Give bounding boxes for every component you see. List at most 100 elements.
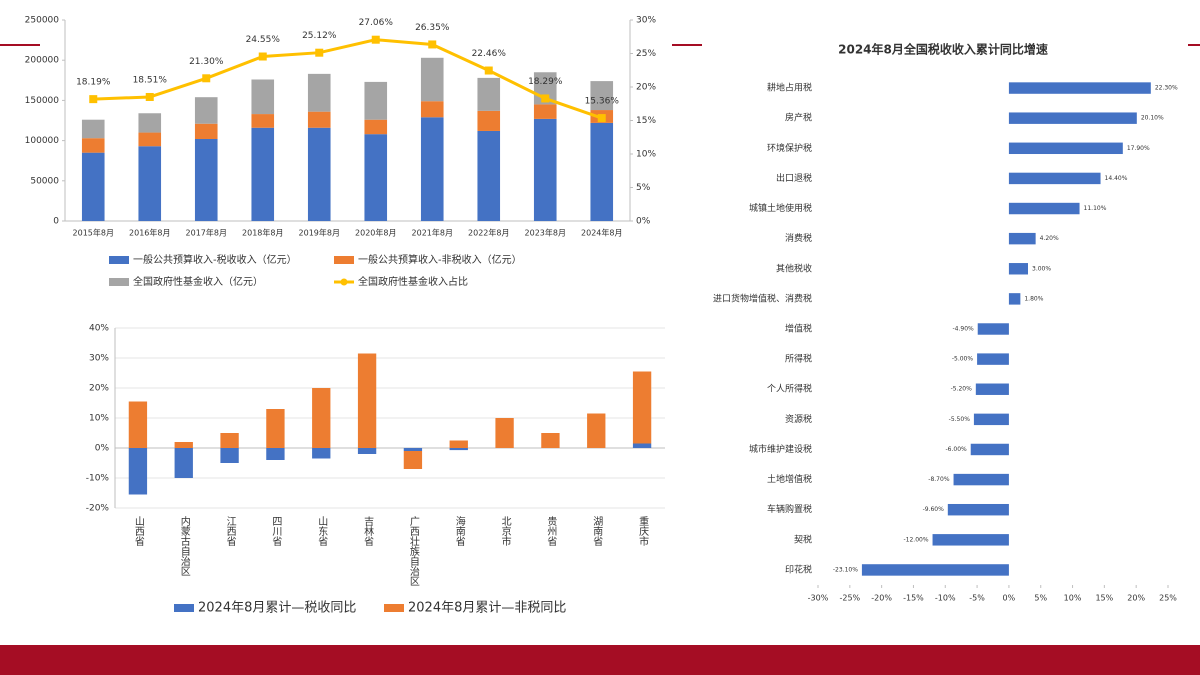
line-point (315, 48, 324, 57)
x-tick-label: 湖南省 (591, 516, 603, 547)
bar (251, 114, 275, 128)
data-label: 11.10% (1084, 205, 1107, 212)
data-label: 18.51% (133, 75, 168, 85)
data-label: 22.46% (472, 49, 507, 59)
bar (973, 413, 1009, 426)
line-point (371, 35, 380, 44)
legend-label: 全国政府性基金收入（亿元） (133, 275, 263, 288)
bar (977, 323, 1009, 335)
bar (174, 448, 193, 478)
x-tick-label: -10% (935, 594, 956, 603)
data-label: 4.20% (1040, 235, 1059, 242)
line-point (541, 94, 550, 103)
y-tick-label: -10% (86, 474, 110, 484)
x-tick-label: 5% (1034, 594, 1047, 603)
y-tick-label: 房产税 (785, 112, 812, 124)
data-label: 18.29% (528, 77, 563, 87)
bar (590, 81, 614, 111)
x-tick-label: 20% (1127, 594, 1145, 603)
y2-tick-label: 15% (636, 116, 656, 126)
bar (251, 127, 275, 221)
data-label: -9.60% (923, 506, 945, 513)
data-label: -6.00% (945, 446, 967, 453)
bar (533, 118, 557, 221)
y-tick-label: 出口退税 (776, 172, 812, 184)
y-tick-label: 其他税收 (776, 262, 812, 274)
data-label: 15.36% (585, 97, 620, 107)
data-label: 3.00% (1032, 265, 1051, 272)
y-tick-label: 耕地占用税 (767, 82, 812, 94)
bar (307, 73, 331, 112)
y-tick-label: 20% (89, 384, 109, 394)
line-point (428, 40, 437, 49)
bar (590, 122, 614, 221)
bar (953, 473, 1009, 486)
data-label: -23.10% (833, 566, 858, 573)
data-label: -5.20% (951, 386, 973, 393)
bar (1008, 232, 1036, 245)
y-tick-label: 消费税 (785, 232, 812, 244)
x-tick-label: 四川省 (270, 516, 282, 547)
x-tick-label: 2024年8月 (581, 228, 622, 238)
bar (364, 134, 388, 221)
x-tick-label: -25% (839, 594, 860, 603)
x-tick-label: 15% (1095, 594, 1113, 603)
data-label: 21.30% (189, 57, 224, 67)
y-tick-label: 增值税 (785, 323, 812, 335)
y-tick-label: 资源税 (785, 413, 812, 425)
line (93, 38, 603, 120)
y2-tick-label: 20% (636, 83, 656, 93)
bar (477, 110, 501, 131)
bar (420, 117, 444, 221)
x-tick-label: 2020年8月 (355, 228, 396, 238)
data-label: -12.00% (903, 536, 928, 543)
data-label: 27.06% (359, 18, 394, 28)
bar (138, 146, 162, 221)
bar (1008, 202, 1080, 215)
x-tick-label: 2015年8月 (73, 228, 114, 238)
bar (307, 111, 331, 128)
y-tick-label: 0% (95, 444, 110, 454)
data-label: 22.30% (1155, 85, 1178, 92)
bar (128, 448, 148, 495)
bar (220, 433, 239, 448)
y-tick-label: 200000 (25, 56, 60, 66)
x-tick-label: 广西壮族自治区 (407, 516, 419, 586)
line-point (202, 74, 211, 83)
data-label: -5.00% (952, 356, 974, 363)
bar (975, 383, 1009, 395)
bar (251, 79, 275, 115)
data-label: 17.90% (1127, 145, 1150, 152)
bar (420, 57, 444, 102)
bar (977, 353, 1009, 365)
legend-swatch (174, 604, 194, 612)
bar (477, 77, 501, 111)
bar (587, 413, 606, 448)
x-tick-label: 海南省 (453, 515, 465, 547)
y-tick-label: 印花税 (785, 563, 812, 575)
y-tick-label: 土地增值税 (767, 473, 812, 485)
footer-band (0, 645, 1200, 675)
legend-swatch (340, 278, 348, 286)
x-tick-label: 2018年8月 (242, 228, 283, 238)
legend-swatch (109, 256, 129, 264)
legend-label: 2024年8月累计—非税同比 (408, 601, 566, 616)
data-label: 18.19% (76, 78, 111, 88)
bar (128, 401, 148, 448)
legend-label: 一般公共预算收入-非税收入（亿元） (358, 253, 522, 266)
y-tick-label: 进口货物增值税、消费税 (713, 292, 812, 304)
chart-title: 2024年8月全国税收收入累计同比增速 (838, 42, 1048, 57)
x-tick-label: 25% (1159, 594, 1177, 603)
data-label: 1.80% (1024, 295, 1043, 302)
data-label: -5.50% (949, 416, 971, 423)
legend-swatch (334, 256, 354, 264)
y-tick-label: 30% (89, 354, 109, 364)
y-tick-label: -20% (86, 504, 110, 514)
bar (266, 409, 285, 448)
data-label: -8.70% (928, 476, 950, 483)
y-tick-label: 个人所得税 (767, 383, 812, 395)
bar (861, 564, 1009, 576)
bar (403, 448, 423, 451)
x-tick-label: 江西省 (224, 516, 236, 547)
line-point (145, 92, 154, 101)
